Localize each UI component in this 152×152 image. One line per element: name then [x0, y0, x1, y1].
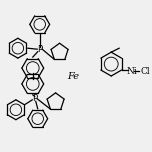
Text: Cl: Cl	[140, 67, 150, 76]
Text: P: P	[32, 94, 37, 103]
Text: P: P	[37, 45, 42, 54]
Text: Ni: Ni	[126, 67, 137, 76]
Text: Fe: Fe	[67, 73, 79, 81]
